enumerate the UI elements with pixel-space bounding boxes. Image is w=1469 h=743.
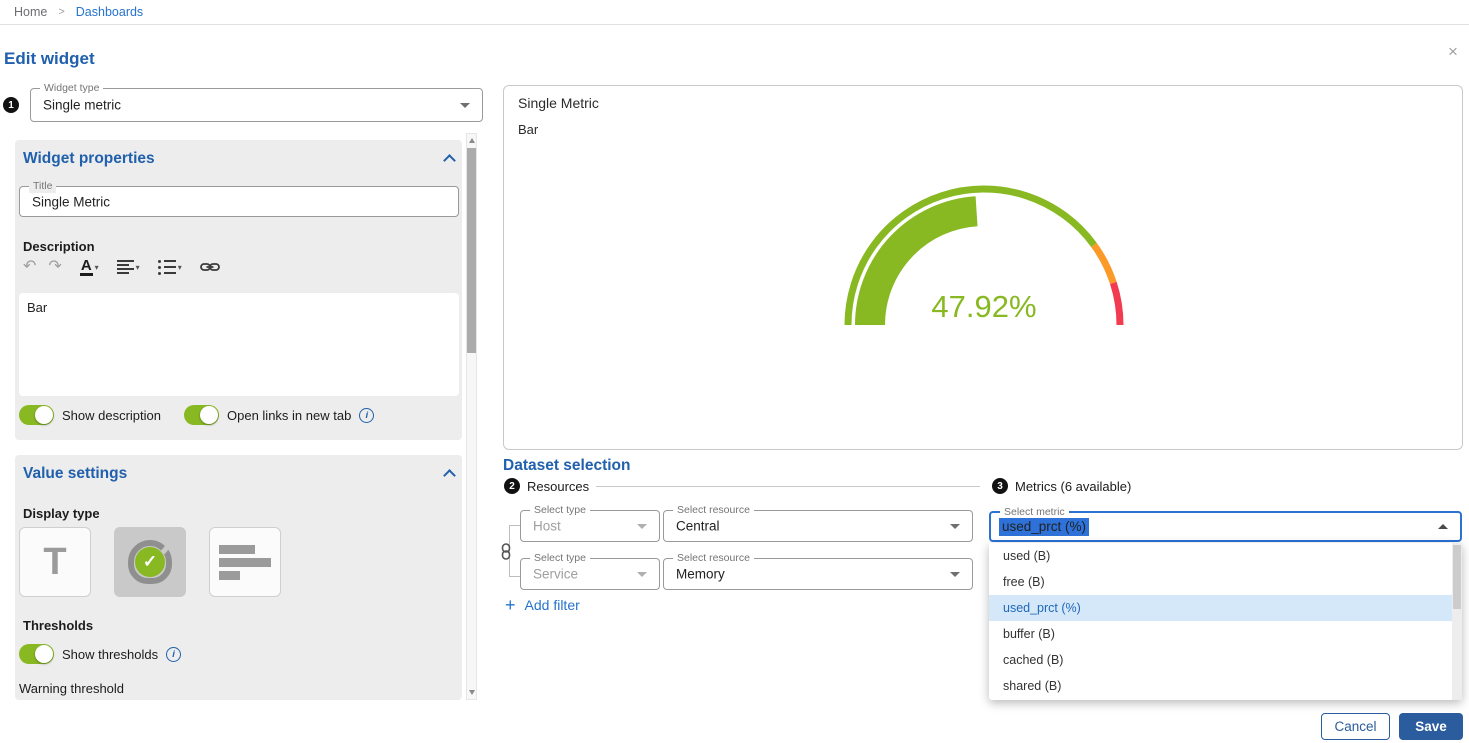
metric-option[interactable]: buffer (B)	[989, 621, 1462, 647]
breadcrumb-separator-icon: >	[58, 6, 64, 18]
resource-type-value-1: Host	[533, 519, 561, 534]
value-settings-section: Value settings Display type T ✓ Threshol…	[15, 455, 462, 700]
gauge-value: 47.92%	[784, 289, 1184, 325]
breadcrumb-dashboards-link[interactable]: Dashboards	[76, 5, 143, 19]
select-type-label: Select type	[530, 503, 590, 517]
breadcrumb: Home > Dashboards	[0, 0, 1469, 25]
display-type-gauge-button[interactable]: ✓	[114, 527, 186, 597]
link-resources-icon	[500, 543, 512, 560]
metric-option-selected[interactable]: used_prct (%)	[989, 595, 1462, 621]
collapse-chevron-icon[interactable]	[443, 469, 456, 482]
text-display-icon: T	[43, 543, 66, 581]
redo-icon[interactable]: ↷	[48, 259, 61, 275]
metric-select[interactable]: Select metric used_prct (%)	[989, 511, 1462, 542]
metric-option[interactable]: shared (B)	[989, 673, 1462, 699]
select-resource-label: Select resource	[673, 551, 754, 565]
widget-type-value: Single metric	[43, 98, 121, 113]
open-links-toggle[interactable]	[184, 405, 219, 425]
widget-type-select[interactable]: Widget type Single metric	[30, 88, 483, 122]
edit-widget-modal: Home > Dashboards Edit widget × 1 Widget…	[0, 0, 1469, 743]
step-2-badge: 2	[504, 478, 520, 494]
thresholds-label: Thresholds	[23, 618, 93, 633]
chevron-down-icon	[637, 524, 647, 529]
description-textarea[interactable]: Bar	[19, 293, 459, 396]
save-button[interactable]: Save	[1399, 713, 1463, 740]
resource-type-select-1[interactable]: Select type Host	[520, 510, 660, 542]
text-color-icon[interactable]: A▾	[80, 258, 99, 276]
show-description-toggle[interactable]	[19, 405, 54, 425]
display-type-text-button[interactable]: T	[19, 527, 91, 597]
gauge-display-icon: ✓	[128, 540, 172, 584]
show-description-label: Show description	[62, 408, 161, 423]
list-icon[interactable]: ▾	[158, 260, 182, 275]
scroll-up-icon[interactable]	[469, 138, 475, 143]
left-panel-scrollbar[interactable]	[466, 133, 477, 700]
display-type-bar-button[interactable]	[209, 527, 281, 597]
warning-threshold-label: Warning threshold	[19, 681, 124, 696]
show-thresholds-label: Show thresholds	[62, 647, 158, 662]
close-icon[interactable]: ×	[1448, 42, 1458, 62]
resource-value-1: Central	[676, 519, 720, 534]
metric-option[interactable]: free (B)	[989, 569, 1462, 595]
metric-select-value: used_prct (%)	[999, 518, 1089, 536]
cancel-button[interactable]: Cancel	[1321, 713, 1390, 740]
link-icon[interactable]	[200, 261, 220, 273]
chevron-down-icon	[460, 103, 470, 108]
menu-scrollbar-thumb[interactable]	[1453, 545, 1461, 609]
step-1-badge: 1	[3, 97, 19, 113]
menu-scrollbar[interactable]	[1452, 543, 1462, 700]
chevron-down-icon	[637, 572, 647, 577]
plus-icon: +	[505, 596, 516, 614]
widget-preview-panel: Single Metric Bar 47.92%	[503, 85, 1463, 450]
select-type-label: Select type	[530, 551, 590, 565]
undo-icon[interactable]: ↶	[23, 259, 36, 275]
resources-divider	[596, 486, 980, 487]
dataset-selection-header: Dataset selection	[503, 457, 631, 475]
step-3-badge: 3	[992, 478, 1008, 494]
open-links-label: Open links in new tab	[227, 408, 351, 423]
widget-properties-header: Widget properties	[23, 150, 155, 168]
resource-select-2[interactable]: Select resource Memory	[663, 558, 973, 590]
align-icon[interactable]: ▾	[117, 260, 140, 274]
info-icon[interactable]: i	[359, 408, 374, 423]
resources-label: Resources	[527, 479, 589, 494]
value-settings-header: Value settings	[23, 465, 127, 483]
page-title: Edit widget	[4, 49, 95, 69]
preview-title: Single Metric	[518, 95, 599, 111]
title-input[interactable]: Title Single Metric	[19, 186, 459, 217]
resource-select-1[interactable]: Select resource Central	[663, 510, 973, 542]
show-thresholds-toggle[interactable]	[19, 644, 54, 664]
title-input-value: Single Metric	[32, 194, 110, 209]
chevron-down-icon	[950, 572, 960, 577]
description-label: Description	[23, 239, 95, 254]
show-description-toggle-row: Show description Open links in new tab i	[19, 405, 374, 425]
widget-properties-section: Widget properties Title Single Metric De…	[15, 140, 462, 440]
title-input-label: Title	[29, 179, 56, 193]
scroll-down-icon[interactable]	[469, 690, 475, 695]
add-filter-label: Add filter	[525, 597, 580, 613]
breadcrumb-home-link[interactable]: Home	[14, 5, 47, 19]
chevron-up-icon	[1438, 524, 1448, 529]
widget-type-label: Widget type	[40, 81, 103, 95]
collapse-chevron-icon[interactable]	[443, 154, 456, 167]
resource-value-2: Memory	[676, 567, 725, 582]
description-toolbar: ↶ ↷ A▾ ▾ ▾	[23, 258, 220, 276]
scrollbar-thumb[interactable]	[467, 148, 476, 353]
metric-options-menu: used (B) free (B) used_prct (%) buffer (…	[989, 543, 1462, 700]
resource-type-select-2[interactable]: Select type Service	[520, 558, 660, 590]
show-thresholds-row: Show thresholds i	[19, 644, 181, 664]
metric-option[interactable]: used (B)	[989, 543, 1462, 569]
preview-description: Bar	[518, 122, 538, 137]
select-resource-label: Select resource	[673, 503, 754, 517]
bar-chart-display-icon	[219, 545, 271, 580]
add-filter-button[interactable]: + Add filter	[505, 596, 580, 614]
metric-option[interactable]: cached (B)	[989, 647, 1462, 673]
info-icon[interactable]: i	[166, 647, 181, 662]
metrics-label: Metrics (6 available)	[1015, 479, 1131, 494]
display-type-label: Display type	[23, 506, 100, 521]
resource-type-value-2: Service	[533, 567, 578, 582]
chevron-down-icon	[950, 524, 960, 529]
